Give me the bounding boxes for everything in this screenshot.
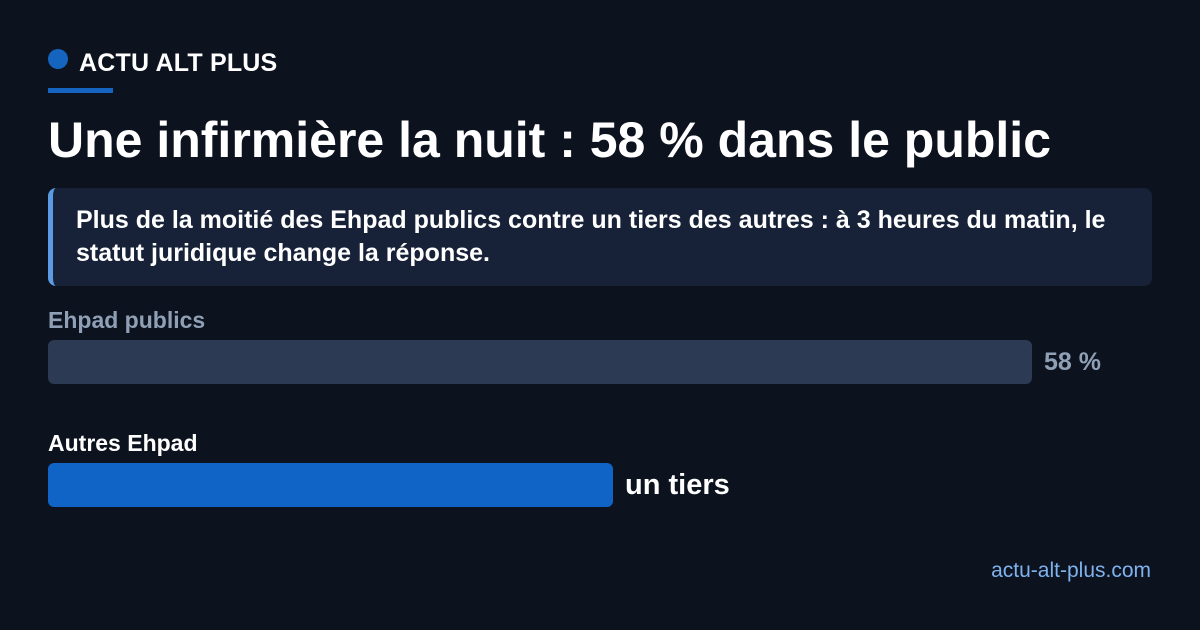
subtitle-text: Plus de la moitié des Ehpad publics cont… (76, 206, 1106, 267)
site-url: actu-alt-plus.com (991, 559, 1151, 582)
page-title: Une infirmière la nuit : 58 % dans le pu… (48, 112, 1052, 168)
brand-dot-icon (48, 49, 68, 69)
bar-value-label: un tiers (625, 469, 730, 501)
subtitle-callout: Plus de la moitié des Ehpad publics cont… (48, 188, 1152, 286)
bar-value-label: 58 % (1044, 348, 1101, 376)
brand-underline (48, 88, 113, 93)
brand: ACTU ALT PLUS (48, 46, 277, 80)
brand-name: ACTU ALT PLUS (79, 48, 278, 77)
bar-label: Autres Ehpad (48, 430, 198, 456)
bar (48, 463, 613, 507)
bar-label: Ehpad publics (48, 307, 206, 333)
bar (48, 340, 1032, 384)
